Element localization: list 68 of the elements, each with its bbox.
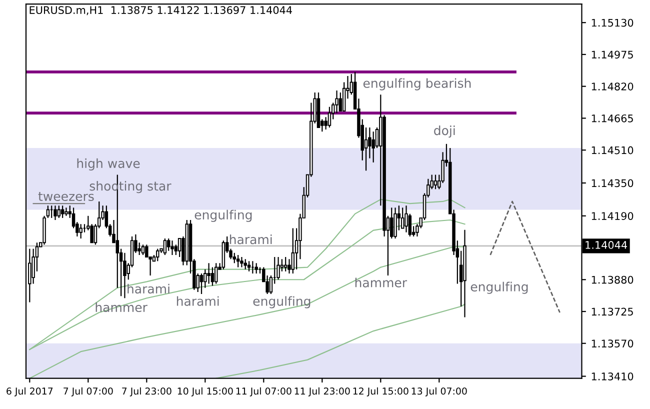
candlestick [404,205,408,233]
chart-title: EURUSD.m,H1 1.13875 1.14122 1.13697 1.14044 [30,6,292,16]
candlestick [57,205,61,218]
candlestick [232,252,236,264]
x-tick-label: 13 Jul 07:00 [412,387,467,396]
x-tick-label: 11 Jul 23:00 [294,387,350,396]
candlestick [244,258,247,270]
x-tick-label: 6 Jul 2017 [6,387,53,396]
candlestick [141,244,145,256]
y-tick-label: 1.13570 [592,340,634,348]
candlestick [364,126,368,172]
x-tick-label: 11 Jul 07:00 [236,387,292,396]
candlestick [60,205,64,218]
y-tick-label: 1.14665 [592,114,633,122]
annotation: engulfing [470,282,528,294]
y-tick-label: 1.14190 [592,212,634,220]
y-tick-label: 1.14975 [592,50,633,59]
candlestick [156,248,160,262]
candlestick [324,116,328,130]
annotation: harami [230,234,272,244]
candlestick [276,256,280,280]
candlestick [210,266,214,286]
y-tick-label: 1.14820 [592,82,634,90]
annotation: harami [176,296,219,306]
candlestick [123,252,126,299]
candlestick [291,228,295,274]
candlestick [328,106,332,128]
annotation: tweezers [38,192,94,202]
x-tick-label: 10 Jul 15:00 [178,387,233,396]
y-tick-label: 1.14350 [592,179,634,188]
annotation: hammer [355,278,408,288]
candlestick [284,256,288,272]
x-tick-label: 7 Jul 07:00 [64,387,113,396]
candlestick [207,262,210,284]
candlestick [178,238,182,258]
y-tick-label: 1.13410 [592,372,634,380]
candlestick [138,242,141,256]
y-tick-label: 1.15130 [592,18,634,27]
candlestick [247,260,251,272]
annotation: high wave [77,158,140,171]
annotation: doji [434,126,455,138]
candlestick [163,238,167,256]
y-tick-label: 1.13880 [592,276,634,284]
annotation: engulfing [194,210,252,222]
candlestick [338,92,342,112]
line-series [29,246,466,378]
x-tick-label: 7 Jul 23:00 [122,387,172,396]
candlestick [400,207,404,229]
candlestick [54,205,57,221]
candlestick [240,256,244,268]
candlestick [79,224,82,240]
y-tick-label: 1.14510 [592,146,634,154]
candlestick [254,262,258,274]
candlestick [434,174,438,190]
candlestick [166,238,170,252]
annotation: harami [128,284,170,294]
candlestick [214,262,218,284]
candlestick [145,244,148,258]
ref-line-label: 1.14044 [586,241,628,249]
annotation: engulfing [253,296,310,308]
candlestick [236,254,240,268]
x-tick-label: 12 Jul 15:00 [353,387,408,396]
y-tick-label: 1.13725 [592,308,633,316]
candlestick [394,207,397,240]
candlestick [170,240,174,256]
candlestick [200,272,204,295]
annotation: engulfing bearish [363,78,471,90]
candlestick [372,131,375,163]
